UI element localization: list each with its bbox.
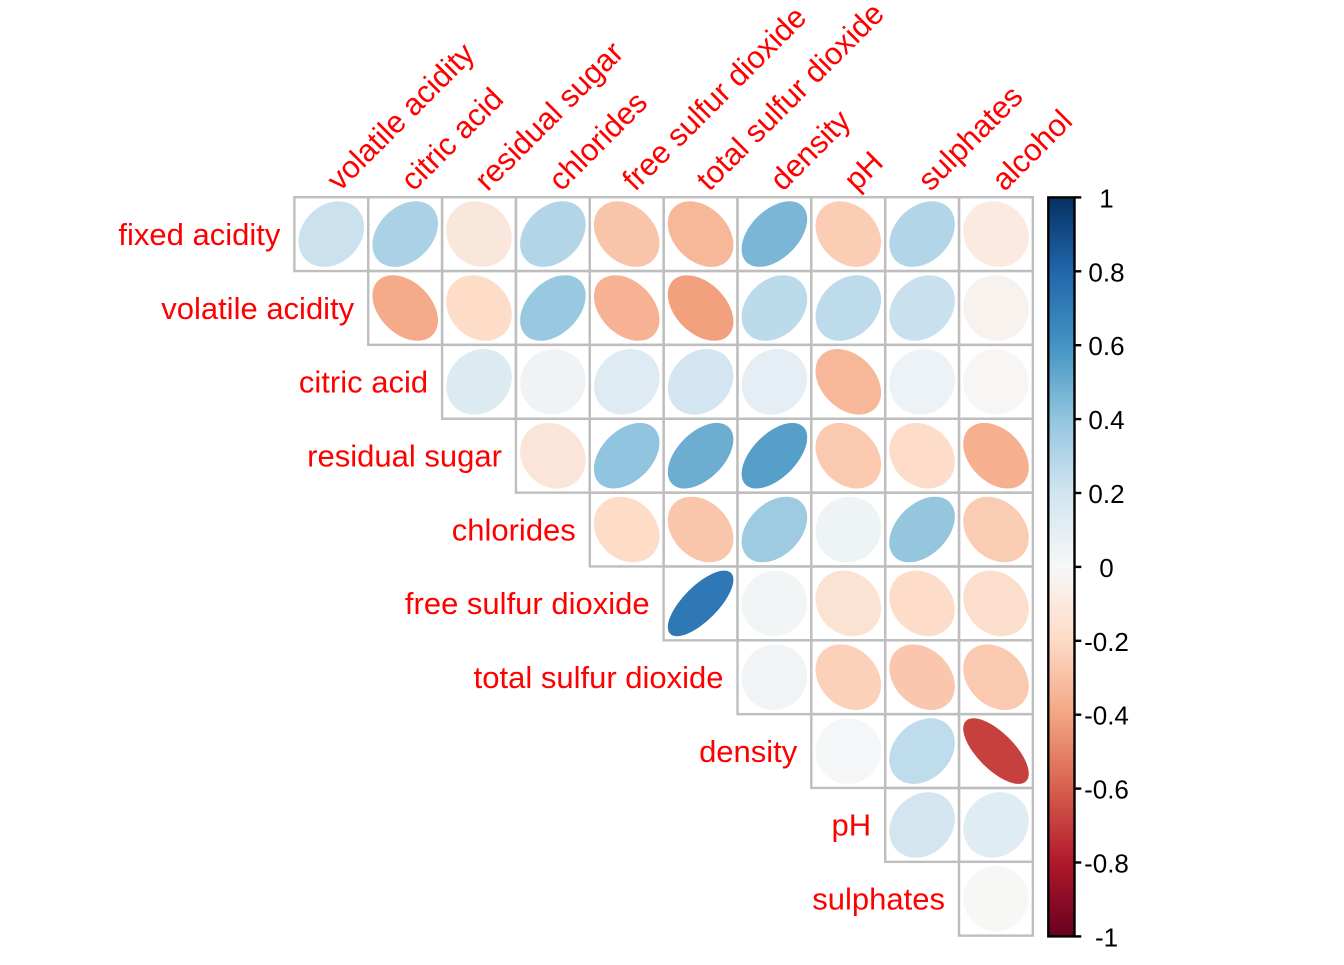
svg-text:residual sugar: residual sugar	[307, 439, 502, 474]
svg-text:-0.8: -0.8	[1084, 849, 1129, 879]
svg-text:0.2: 0.2	[1088, 479, 1124, 509]
svg-text:-0.4: -0.4	[1084, 701, 1129, 731]
svg-text:total sulfur dioxide: total sulfur dioxide	[474, 660, 724, 695]
svg-text:0.8: 0.8	[1088, 257, 1124, 287]
svg-text:1: 1	[1099, 183, 1113, 213]
svg-text:free sulfur dioxide: free sulfur dioxide	[405, 586, 650, 621]
svg-text:volatile acidity: volatile acidity	[161, 291, 354, 326]
svg-text:density: density	[699, 734, 798, 769]
svg-text:-0.6: -0.6	[1084, 775, 1129, 805]
svg-text:0: 0	[1099, 553, 1113, 583]
svg-text:0.6: 0.6	[1088, 331, 1124, 361]
svg-text:-0.2: -0.2	[1084, 627, 1129, 657]
svg-text:fixed acidity: fixed acidity	[118, 217, 280, 252]
svg-text:chlorides: chlorides	[452, 512, 576, 547]
svg-text:pH: pH	[832, 808, 872, 843]
svg-text:citric acid: citric acid	[299, 365, 428, 400]
svg-text:0.4: 0.4	[1088, 405, 1124, 435]
svg-text:-1: -1	[1095, 922, 1118, 952]
svg-text:sulphates: sulphates	[812, 882, 945, 917]
